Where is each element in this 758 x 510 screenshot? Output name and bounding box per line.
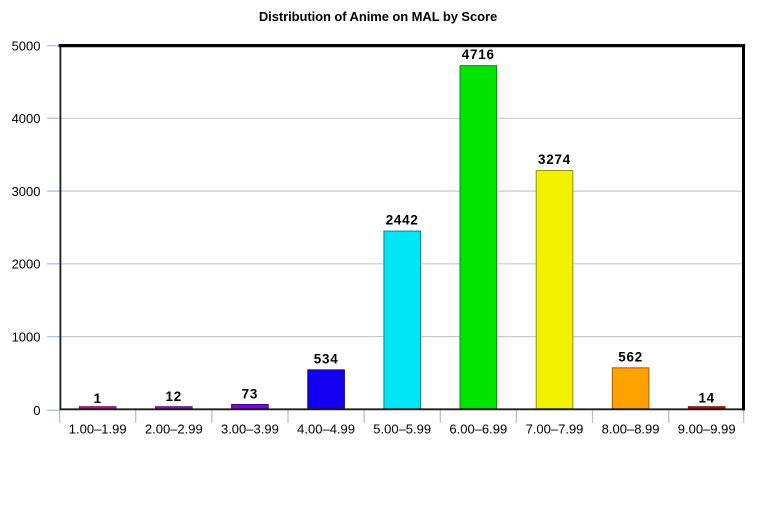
svg-text:0: 0 — [33, 403, 40, 418]
svg-text:9.00–9.99: 9.00–9.99 — [678, 422, 736, 437]
svg-text:Distribution of Anime on MAL b: Distribution of Anime on MAL by Score — [259, 9, 497, 24]
svg-text:1000: 1000 — [12, 329, 41, 344]
svg-text:4000: 4000 — [12, 111, 41, 126]
svg-text:14: 14 — [698, 391, 715, 406]
svg-text:562: 562 — [618, 349, 643, 364]
svg-text:6.00–6.99: 6.00–6.99 — [449, 422, 507, 437]
svg-text:5000: 5000 — [12, 38, 41, 53]
svg-text:3000: 3000 — [12, 184, 41, 199]
svg-text:1.00–1.99: 1.00–1.99 — [69, 422, 127, 437]
svg-text:5.00–5.99: 5.00–5.99 — [373, 422, 431, 437]
svg-text:2000: 2000 — [12, 257, 41, 272]
svg-text:4.00–4.99: 4.00–4.99 — [297, 422, 355, 437]
svg-text:2442: 2442 — [386, 213, 419, 228]
svg-text:1: 1 — [94, 391, 102, 406]
svg-text:2.00–2.99: 2.00–2.99 — [145, 422, 203, 437]
svg-text:8.00–8.99: 8.00–8.99 — [602, 422, 660, 437]
svg-text:7.00–7.99: 7.00–7.99 — [526, 422, 584, 437]
svg-text:4716: 4716 — [462, 47, 495, 62]
svg-text:534: 534 — [314, 351, 339, 366]
svg-text:3.00–3.99: 3.00–3.99 — [221, 422, 279, 437]
svg-text:3274: 3274 — [538, 152, 571, 167]
svg-text:12: 12 — [166, 389, 183, 404]
svg-text:73: 73 — [242, 387, 259, 402]
